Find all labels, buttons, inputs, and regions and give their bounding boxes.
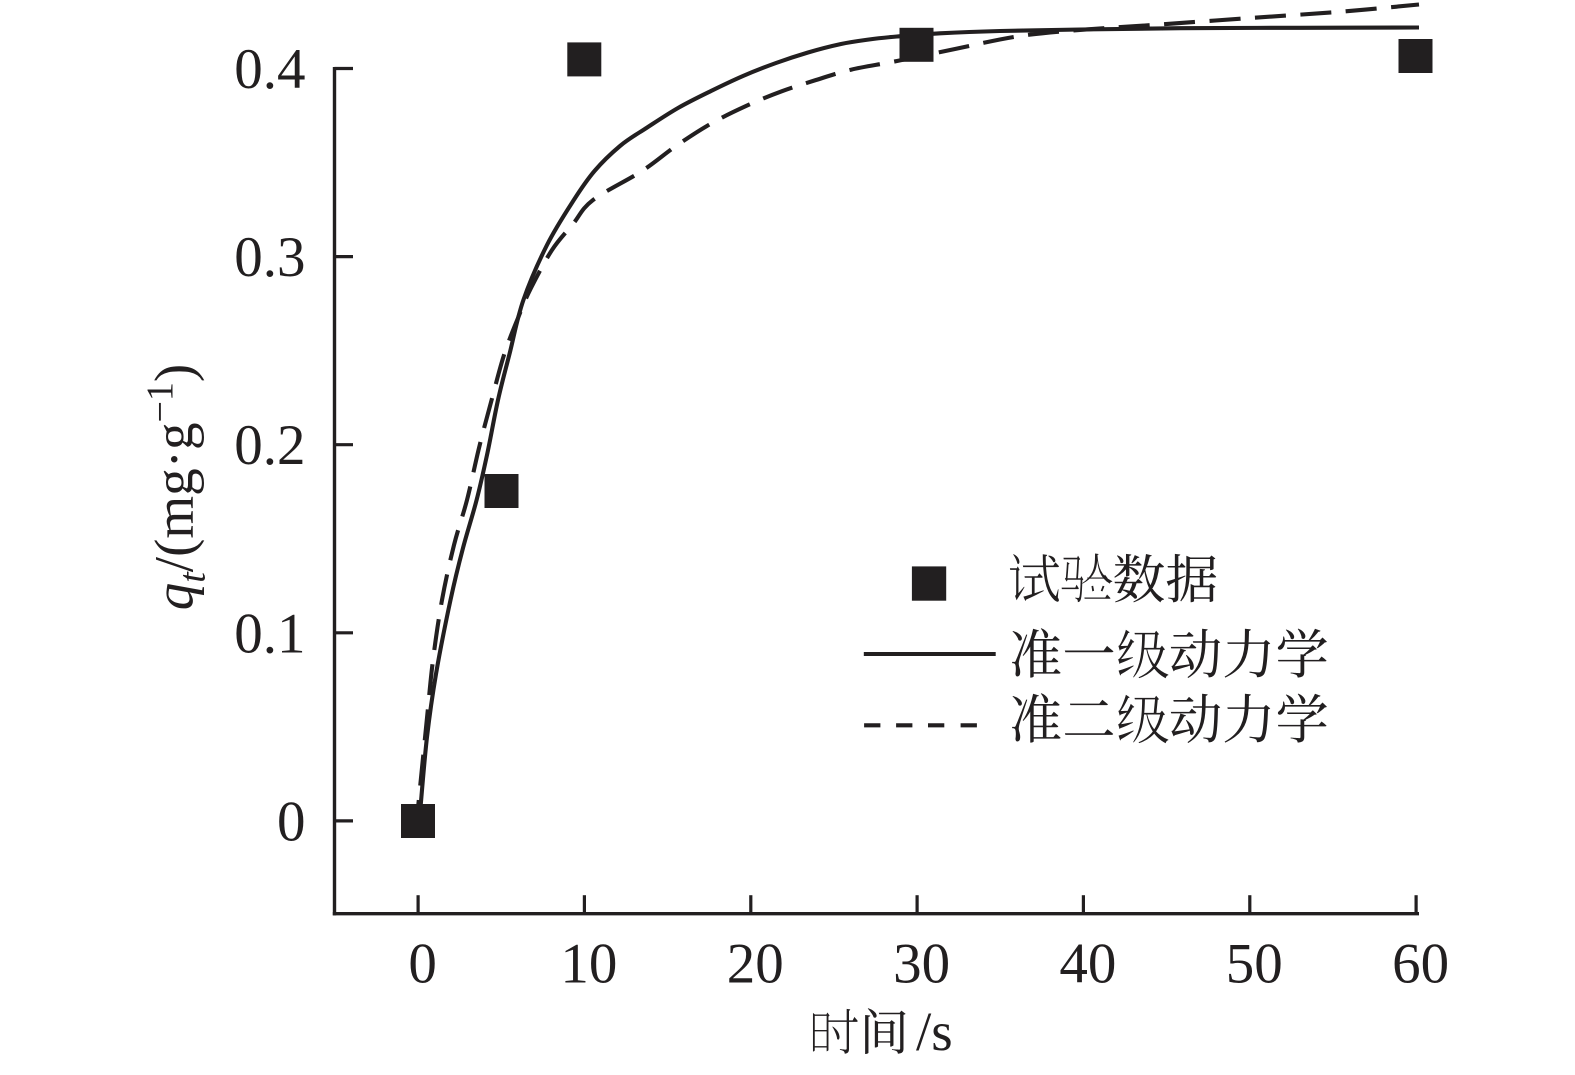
- svg-text:60: 60: [1392, 933, 1449, 996]
- svg-text:0: 0: [277, 790, 306, 853]
- svg-text:20: 20: [727, 933, 784, 996]
- svg-text:50: 50: [1226, 933, 1283, 996]
- svg-text:10: 10: [560, 933, 617, 996]
- svg-text:0.3: 0.3: [234, 226, 305, 289]
- svg-text:40: 40: [1059, 933, 1116, 996]
- svg-text:0.1: 0.1: [234, 602, 305, 665]
- svg-text:0.2: 0.2: [234, 414, 305, 477]
- svg-text:30: 30: [893, 933, 950, 996]
- svg-text:0.4: 0.4: [234, 38, 305, 101]
- svg-text:0: 0: [408, 933, 437, 996]
- svg-text:qt/(mg·g−1): qt/(mg·g−1): [140, 364, 214, 611]
- svg-text:/s: /s: [916, 1001, 953, 1062]
